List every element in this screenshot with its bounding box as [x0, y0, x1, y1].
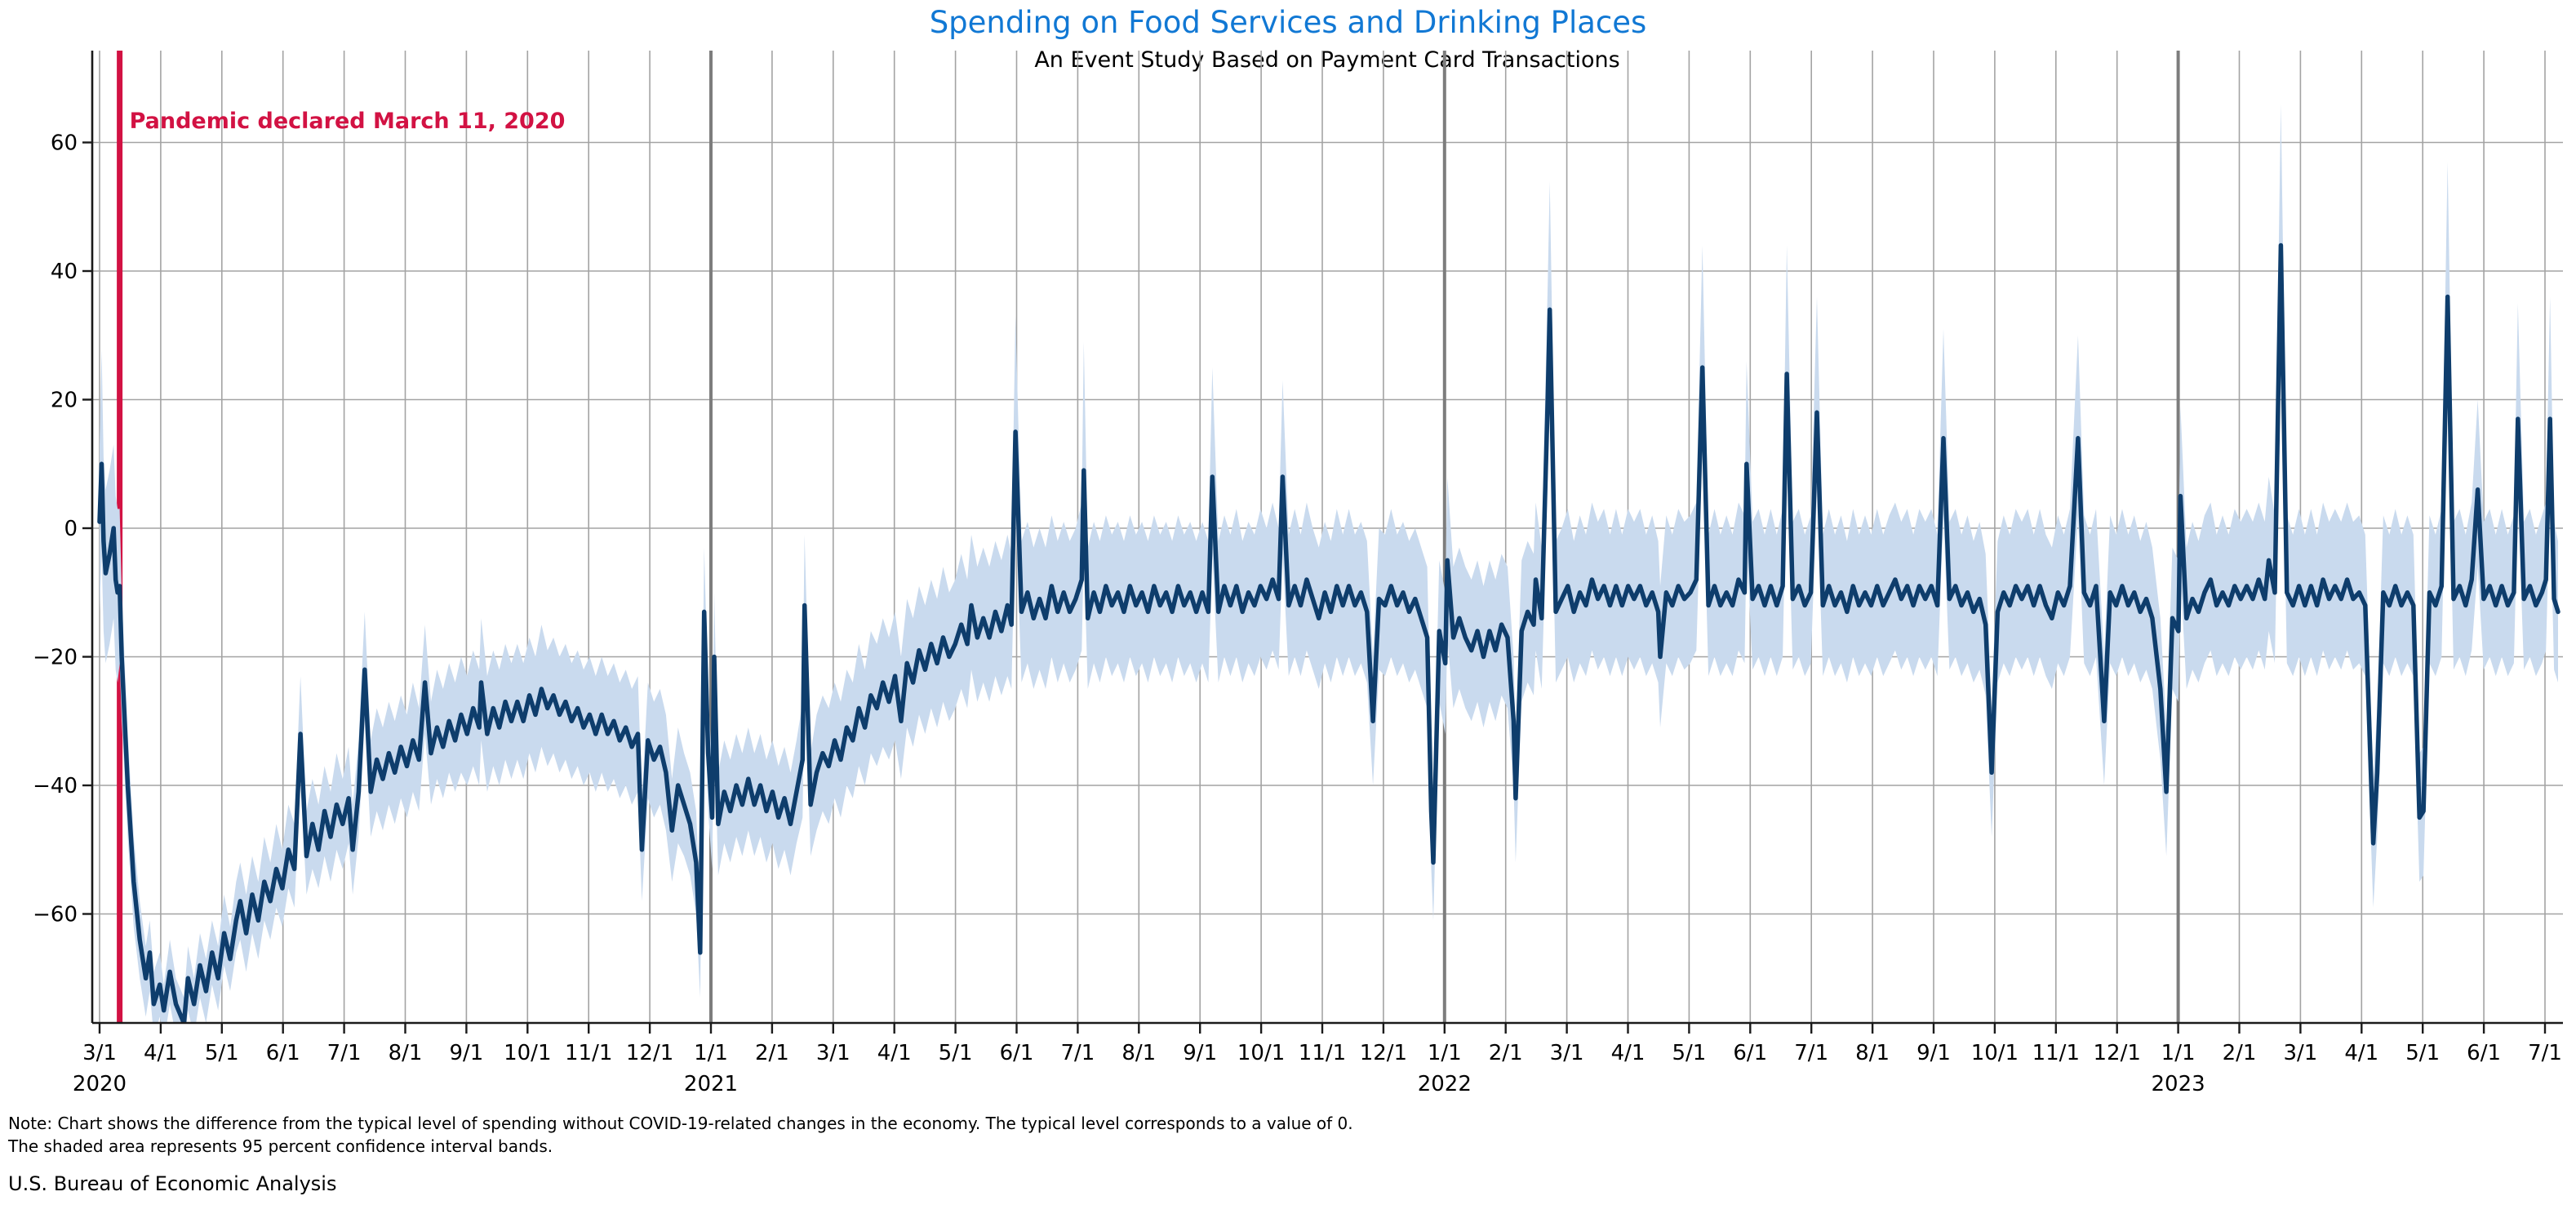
x-tick-label: 4/1: [1611, 1041, 1646, 1065]
x-tick-label: 1/1: [694, 1041, 728, 1065]
x-tick-label: 5/1: [2405, 1041, 2440, 1065]
x-tick-label: 6/1: [2467, 1041, 2501, 1065]
x-tick-label: 11/1: [565, 1041, 612, 1065]
x-tick-label: 7/1: [327, 1041, 362, 1065]
x-tick-label: 8/1: [389, 1041, 423, 1065]
x-tick-label: 7/1: [1794, 1041, 1828, 1065]
source-attribution: U.S. Bureau of Economic Analysis: [8, 1172, 337, 1195]
x-tick-label: 10/1: [1237, 1041, 1285, 1065]
y-tick-label: 0: [64, 517, 78, 541]
x-tick-label: 6/1: [1733, 1041, 1767, 1065]
x-tick-label: 7/1: [1060, 1041, 1095, 1065]
x-tick-label: 5/1: [1672, 1041, 1706, 1065]
x-tick-label: 4/1: [144, 1041, 178, 1065]
x-tick-label: 4/1: [877, 1041, 912, 1065]
x-tick-label: 11/1: [2032, 1041, 2080, 1065]
x-tick-label: 9/1: [1183, 1041, 1217, 1065]
x-tick-label: 2/1: [755, 1041, 789, 1065]
x-tick-label: 9/1: [449, 1041, 483, 1065]
x-tick-label: 9/1: [1916, 1041, 1951, 1065]
x-tick-label: 8/1: [1121, 1041, 1156, 1065]
chart-title: Spending on Food Services and Drinking P…: [929, 5, 1647, 40]
y-tick-label: −20: [33, 646, 78, 670]
x-tick-label: 12/1: [2094, 1041, 2141, 1065]
confidence-band: [100, 104, 2558, 1023]
pandemic-annotation: Pandemic declared March 11, 2020: [130, 109, 566, 134]
y-tick-label: −60: [33, 903, 78, 927]
x-tick-label: 7/1: [2528, 1041, 2562, 1065]
x-tick-label: 6/1: [266, 1041, 300, 1065]
x-tick-label: 1/1: [2161, 1041, 2196, 1065]
x-tick-label: 3/1: [82, 1041, 117, 1065]
y-tick-label: 40: [51, 260, 78, 284]
x-axis-year-label: 2022: [1418, 1072, 1472, 1096]
x-axis-year-label: 2021: [684, 1072, 738, 1096]
spending-line: [97, 242, 2560, 1023]
x-tick-label: 5/1: [205, 1041, 239, 1065]
y-tick-label: 20: [51, 389, 78, 413]
x-tick-label: 12/1: [1360, 1041, 1407, 1065]
x-axis-year-label: 2020: [73, 1072, 127, 1096]
x-tick-label: 3/1: [1550, 1041, 1584, 1065]
note-line-1: Note: Chart shows the difference from th…: [8, 1114, 1353, 1133]
x-tick-label: 11/1: [1299, 1041, 1346, 1065]
y-tick-label: −40: [33, 774, 78, 798]
x-tick-label: 12/1: [626, 1041, 673, 1065]
x-tick-label: 10/1: [504, 1041, 551, 1065]
x-tick-label: 3/1: [816, 1041, 851, 1065]
y-tick-label: 60: [51, 131, 78, 156]
x-tick-label: 2/1: [1489, 1041, 1523, 1065]
x-tick-label: 4/1: [2344, 1041, 2378, 1065]
x-tick-label: 1/1: [1428, 1041, 1462, 1065]
x-tick-label: 5/1: [939, 1041, 973, 1065]
x-tick-label: 2/1: [2223, 1041, 2257, 1065]
x-tick-label: 3/1: [2283, 1041, 2317, 1065]
note-line-2: The shaded area represents 95 percent co…: [8, 1136, 553, 1156]
chart-note: Note: Chart shows the difference from th…: [8, 1112, 1353, 1158]
chart-subtitle: An Event Study Based on Payment Card Tra…: [1034, 47, 1620, 73]
x-tick-label: 8/1: [1855, 1041, 1890, 1065]
x-tick-label: 10/1: [1971, 1041, 2019, 1065]
x-tick-label: 6/1: [1000, 1041, 1034, 1065]
x-axis-year-label: 2023: [2152, 1072, 2205, 1096]
